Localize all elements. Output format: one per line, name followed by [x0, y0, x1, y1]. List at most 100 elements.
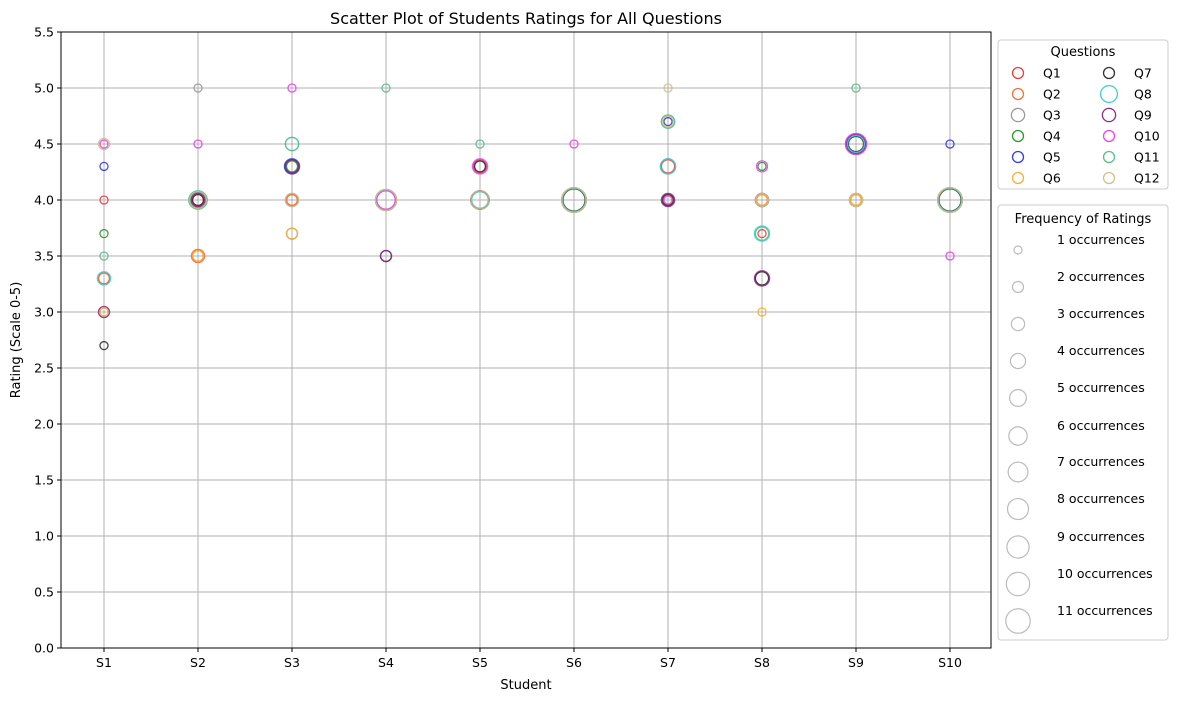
frequency-marker [1006, 535, 1030, 559]
data-point [97, 137, 111, 151]
y-tick-label: 4.0 [34, 193, 54, 208]
series-q6 [99, 187, 963, 317]
data-point [470, 190, 490, 210]
legend-label-q5: Q5 [1043, 150, 1061, 165]
legend-marker-q7 [1102, 66, 1116, 80]
data-point [285, 160, 299, 173]
data-point [473, 160, 487, 173]
data-point [945, 139, 955, 149]
axes: 0.0 0.5 1.0 1.5 2.0 2.5 3.0 3.5 4.0 4.5 5.0 5.5 S1 S2… [34, 25, 962, 671]
data-point [99, 139, 109, 149]
frequency-label: 2 occurrences [1057, 269, 1145, 284]
series-q1 [97, 134, 963, 285]
frequency-marker [1010, 316, 1026, 332]
frequency-label: 11 occurrences [1057, 603, 1153, 618]
data-point [191, 249, 205, 263]
y-tick-label: 0.5 [34, 585, 54, 600]
data-point [937, 187, 963, 213]
data-point [945, 251, 955, 261]
data-point [754, 271, 770, 286]
data-point [757, 307, 767, 317]
data-point [660, 114, 676, 129]
x-axis-label: Student [500, 678, 551, 693]
series-q5 [99, 116, 963, 213]
legend-frequency-frame [997, 204, 1169, 641]
x-tick-label: S4 [378, 655, 394, 670]
data-point [285, 193, 299, 207]
x-tick-label: S2 [190, 655, 206, 670]
y-tick-label: 3.0 [34, 305, 54, 320]
frequency-marker [1008, 388, 1028, 408]
frequency-marker [1009, 352, 1027, 370]
y-tick-label: 5.5 [34, 25, 54, 40]
data-point [379, 249, 393, 263]
y-tick-label: 3.5 [34, 249, 54, 264]
data-point [285, 227, 299, 240]
data-point [191, 193, 205, 207]
data-point [660, 192, 676, 208]
chart-title: Scatter Plot of Students Ratings for All… [330, 9, 722, 28]
data-point [99, 195, 109, 205]
data-point [846, 134, 866, 154]
legend-label-q1: Q1 [1043, 66, 1061, 81]
legend-label-q12: Q12 [1134, 171, 1160, 186]
data-point [287, 83, 297, 93]
series-q3 [189, 83, 963, 286]
data-point [754, 192, 770, 208]
data-point [99, 340, 109, 351]
plot-frame [60, 31, 992, 649]
data-point [851, 83, 861, 93]
data-point [190, 248, 206, 264]
frequency-marker [1008, 426, 1028, 446]
y-axis-label: Rating (Scale 0-5) [9, 282, 24, 399]
legend-questions-frame [997, 39, 1169, 190]
data-point [193, 139, 203, 149]
y-tick-label: 0.0 [34, 641, 54, 656]
x-tick-label: S8 [754, 655, 770, 670]
data-point [753, 270, 771, 287]
frequency-label: 3 occurrences [1057, 306, 1145, 321]
data-point [660, 159, 676, 174]
legend-marker-q5 [1011, 150, 1025, 164]
data-point [472, 159, 488, 174]
y-tick-label: 1.0 [34, 529, 54, 544]
data-point [475, 139, 485, 149]
legend-label-q3: Q3 [1043, 108, 1061, 123]
frequency-label: 4 occurrences [1057, 343, 1145, 358]
legend-label-q10: Q10 [1134, 129, 1160, 144]
data-point [663, 116, 673, 127]
legend-marker-q10 [1102, 129, 1116, 143]
data-point [846, 134, 866, 154]
y-tick-label: 1.5 [34, 473, 54, 488]
data-point [190, 192, 206, 208]
data-point [755, 193, 769, 207]
legend-marker-q1 [1011, 66, 1025, 80]
frequency-marker [1005, 571, 1031, 597]
legend-label-q7: Q7 [1134, 66, 1152, 81]
data-point [283, 158, 301, 175]
frequency-label: 1 occurrences [1057, 232, 1145, 247]
data-point [193, 83, 203, 93]
x-tick-label: S6 [566, 655, 582, 670]
legend-label-q9: Q9 [1134, 108, 1152, 123]
legend-questions: Questions Q1 Q2 Q3 Q4 Q5 Q6 Q7 Q8 Q9 Q10 Q11 Q12 [997, 39, 1169, 190]
data-point [284, 136, 300, 152]
data-point [99, 161, 109, 172]
legend-marker-q6 [1011, 171, 1025, 185]
data-point [99, 228, 109, 239]
series-q4 [99, 134, 963, 239]
legend-marker-q3 [1010, 107, 1026, 123]
data-point [757, 228, 767, 239]
data-point [284, 192, 300, 208]
legend-label-q11: Q11 [1134, 150, 1160, 165]
legend-marker-q12 [1102, 171, 1116, 185]
data-point [97, 272, 111, 285]
data-point [96, 271, 112, 286]
data-point [376, 190, 396, 210]
data-point [189, 191, 207, 209]
data-point [99, 307, 109, 317]
data-point [569, 139, 579, 149]
legend-frequency-title: Frequency of Ratings [1015, 212, 1152, 227]
data-point [849, 193, 863, 207]
